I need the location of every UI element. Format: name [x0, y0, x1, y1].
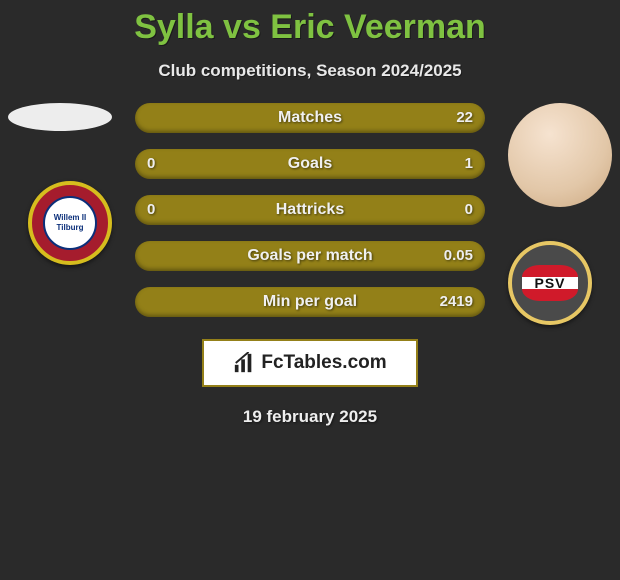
stat-label: Hattricks: [135, 195, 485, 225]
stat-right-value: 0: [465, 195, 473, 225]
club-left-name-bot: Tilburg: [57, 224, 84, 232]
stat-label: Goals: [135, 149, 485, 179]
fctables-banner[interactable]: FcTables.com: [202, 339, 418, 387]
stat-right-value: 1: [465, 149, 473, 179]
club-right-badge: PSV: [508, 241, 592, 325]
stat-right-value: 0.05: [444, 241, 473, 271]
stat-rows: Matches 22 0 Goals 1 0 Hattricks 0 Goals…: [135, 103, 485, 317]
comparison-date: 19 february 2025: [0, 407, 620, 427]
stat-row: 0 Goals 1: [135, 149, 485, 179]
stat-row: Matches 22: [135, 103, 485, 133]
stat-right-value: 2419: [440, 287, 473, 317]
stat-row: 0 Hattricks 0: [135, 195, 485, 225]
player-right-avatar: [508, 103, 612, 207]
fctables-label: FcTables.com: [261, 352, 386, 374]
stat-label: Min per goal: [135, 287, 485, 317]
stat-row: Min per goal 2419: [135, 287, 485, 317]
club-right-label: PSV: [522, 265, 578, 301]
chart-icon: [233, 352, 255, 374]
comparison-title: Sylla vs Eric Veerman: [0, 0, 620, 47]
comparison-subtitle: Club competitions, Season 2024/2025: [0, 61, 620, 81]
stat-label: Goals per match: [135, 241, 485, 271]
comparison-main: Willem II Tilburg PSV Matches 22 0 Goals…: [0, 103, 620, 317]
stat-right-value: 22: [456, 103, 473, 133]
club-left-name-top: Willem II: [54, 214, 86, 222]
player-left-avatar: [8, 103, 112, 131]
club-left-badge: Willem II Tilburg: [28, 181, 112, 265]
stat-label: Matches: [135, 103, 485, 133]
stat-row: Goals per match 0.05: [135, 241, 485, 271]
